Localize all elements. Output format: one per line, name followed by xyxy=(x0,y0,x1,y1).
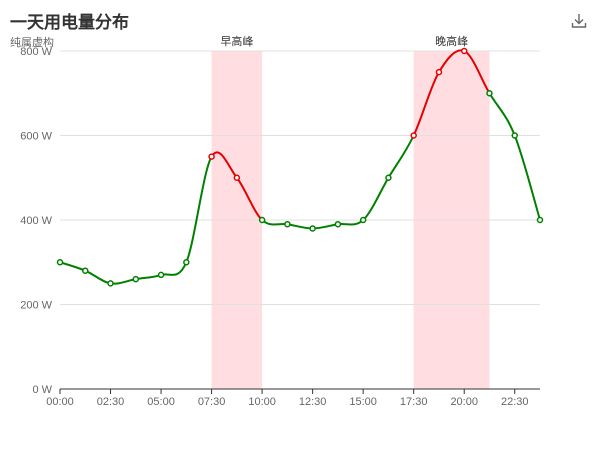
data-point xyxy=(157,271,165,279)
x-tick-label: 12:30 xyxy=(299,396,327,408)
series-line-segment xyxy=(135,273,162,281)
data-point xyxy=(233,174,241,181)
data-point xyxy=(385,174,392,181)
data-point xyxy=(486,90,493,97)
data-point xyxy=(258,216,266,224)
series-line-segment xyxy=(412,71,440,136)
series-line-segment xyxy=(160,261,188,276)
data-point xyxy=(460,47,468,55)
series-line-segment xyxy=(488,92,516,136)
download-icon[interactable] xyxy=(570,12,588,30)
data-point xyxy=(334,220,342,228)
series-line-segment xyxy=(312,223,339,230)
series-line-segment xyxy=(59,261,86,272)
data-point xyxy=(132,275,140,283)
data-point xyxy=(183,259,190,266)
series-line-segment xyxy=(337,219,364,226)
data-point xyxy=(208,153,215,160)
data-point xyxy=(107,280,114,287)
series-line-segment xyxy=(261,219,288,226)
data-point xyxy=(511,132,518,139)
x-tick-label: 05:00 xyxy=(147,396,175,408)
data-point xyxy=(410,132,417,139)
data-point xyxy=(284,220,291,228)
x-tick-label: 15:00 xyxy=(349,396,377,408)
x-tick-label: 02:30 xyxy=(97,396,125,408)
data-point xyxy=(309,225,316,232)
x-tick-label: 17:30 xyxy=(400,396,428,408)
series-line-segment xyxy=(513,135,541,221)
data-point xyxy=(536,216,544,224)
y-tick-label: 0 W xyxy=(32,384,52,396)
y-tick-label: 600 W xyxy=(20,131,52,143)
x-tick-label: 20:00 xyxy=(450,396,478,408)
data-point xyxy=(82,267,89,274)
y-tick-label: 400 W xyxy=(20,215,52,227)
series-line-segment xyxy=(185,156,213,263)
series-line-segment xyxy=(387,135,415,179)
data-point xyxy=(56,259,64,266)
band-label: 早高峰 xyxy=(220,34,253,48)
series-line-segment xyxy=(362,177,390,221)
y-tick-label: 800 W xyxy=(20,46,52,58)
y-tick-label: 200 W xyxy=(20,300,52,312)
x-tick-label: 10:00 xyxy=(248,396,276,408)
chart-title: 一天用电量分布 xyxy=(10,13,129,33)
x-tick-label: 00:00 xyxy=(46,396,74,408)
chart-subtitle: 纯属虚构 xyxy=(10,36,54,49)
data-point xyxy=(359,216,367,224)
series-line-segment xyxy=(287,223,313,230)
series-line-segment xyxy=(110,278,136,285)
band-label: 晚高峰 xyxy=(435,34,468,48)
series-line-segment xyxy=(84,269,111,285)
x-tick-label: 07:30 xyxy=(198,396,226,408)
x-tick-label: 22:30 xyxy=(501,396,529,408)
data-point xyxy=(435,68,443,76)
